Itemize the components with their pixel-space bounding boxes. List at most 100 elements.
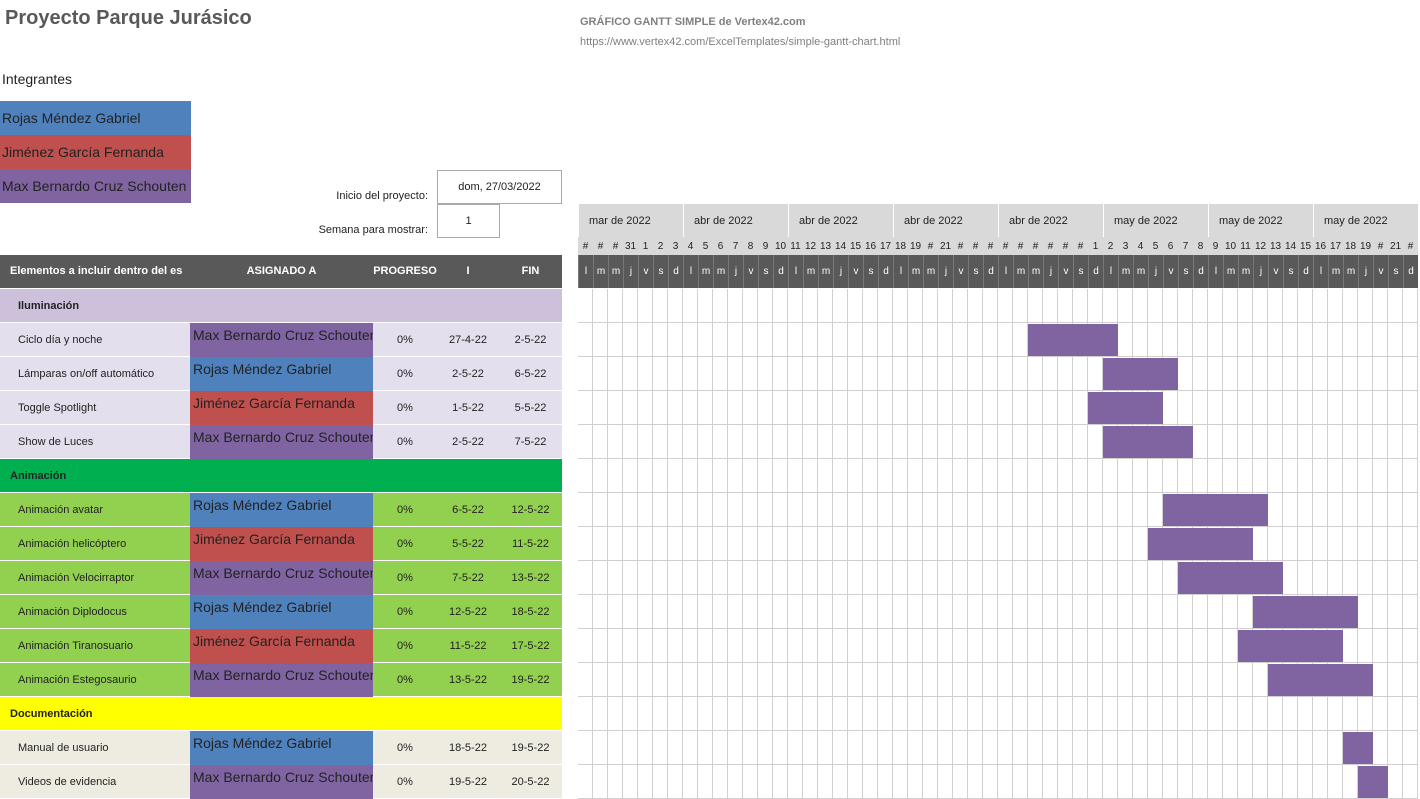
task-progress: 0% bbox=[397, 368, 413, 380]
grid-cell bbox=[1163, 391, 1178, 425]
grid-cell bbox=[1253, 289, 1268, 323]
grid-cell bbox=[788, 697, 803, 731]
grid-cell bbox=[638, 595, 653, 629]
grid-cell bbox=[938, 697, 953, 731]
grid-cell bbox=[608, 561, 623, 595]
grid-cell bbox=[758, 731, 773, 765]
day-number: 18 bbox=[1343, 237, 1358, 255]
grid-cell bbox=[728, 357, 743, 391]
grid-cell bbox=[1343, 425, 1358, 459]
task-start: 2-5-22 bbox=[452, 368, 484, 380]
grid-cell bbox=[968, 663, 983, 697]
gantt-bar bbox=[1268, 664, 1373, 696]
weekday: m bbox=[593, 255, 608, 288]
weekday: v bbox=[1268, 255, 1283, 288]
grid-cell bbox=[968, 323, 983, 357]
template-url[interactable]: https://www.vertex42.com/ExcelTemplates/… bbox=[580, 36, 901, 48]
grid-cell bbox=[938, 629, 953, 663]
grid-cell bbox=[953, 323, 968, 357]
weekday: m bbox=[1028, 255, 1043, 288]
grid-cell bbox=[683, 561, 698, 595]
day-number: # bbox=[953, 237, 968, 255]
grid-cell bbox=[653, 391, 668, 425]
grid-cell bbox=[1028, 425, 1043, 459]
grid-cell bbox=[1193, 391, 1208, 425]
day-number: 14 bbox=[1283, 237, 1298, 255]
grid-cell bbox=[878, 663, 893, 697]
grid-cell bbox=[1148, 731, 1163, 765]
gantt-bar bbox=[1238, 630, 1343, 662]
grid-cell bbox=[818, 459, 833, 493]
day-number: 5 bbox=[698, 237, 713, 255]
grid-cell bbox=[1178, 731, 1193, 765]
grid-cell bbox=[893, 357, 908, 391]
grid-cell bbox=[1088, 697, 1103, 731]
weekday: j bbox=[623, 255, 638, 288]
grid-cell bbox=[803, 765, 818, 799]
week-value[interactable]: 1 bbox=[437, 204, 500, 238]
grid-cell bbox=[893, 289, 908, 323]
day-number: 17 bbox=[878, 237, 893, 255]
grid-cell bbox=[848, 323, 863, 357]
grid-cell bbox=[668, 663, 683, 697]
column-header: Elementos a incluir dentro del es bbox=[10, 265, 183, 277]
grid-cell bbox=[1088, 561, 1103, 595]
grid-cell bbox=[1358, 629, 1373, 663]
grid-cell bbox=[758, 289, 773, 323]
day-number: # bbox=[1058, 237, 1073, 255]
grid-cell bbox=[1013, 527, 1028, 561]
weekday: s bbox=[758, 255, 773, 288]
grid-cell bbox=[728, 425, 743, 459]
grid-cell bbox=[1178, 629, 1193, 663]
grid-cell bbox=[818, 595, 833, 629]
grid-cell bbox=[818, 425, 833, 459]
week-header: abr de 2022 bbox=[998, 204, 1103, 237]
grid-cell bbox=[953, 629, 968, 663]
grid-cell bbox=[1163, 459, 1178, 493]
grid-cell bbox=[1148, 663, 1163, 697]
weekday: v bbox=[848, 255, 863, 288]
grid-cell bbox=[623, 289, 638, 323]
task-start: 2-5-22 bbox=[452, 436, 484, 448]
grid-cell bbox=[968, 357, 983, 391]
grid-cell bbox=[878, 697, 893, 731]
weekday: j bbox=[728, 255, 743, 288]
grid-cell bbox=[683, 663, 698, 697]
grid-cell bbox=[1178, 663, 1193, 697]
task-end: 12-5-22 bbox=[511, 504, 550, 516]
grid-cell bbox=[1253, 391, 1268, 425]
grid-cell bbox=[893, 765, 908, 799]
grid-cell bbox=[1043, 595, 1058, 629]
grid-cell bbox=[863, 527, 878, 561]
grid-cell bbox=[668, 731, 683, 765]
grid-cell bbox=[1163, 731, 1178, 765]
grid-cell bbox=[1358, 561, 1373, 595]
task-end: 20-5-22 bbox=[511, 776, 550, 788]
grid-cell bbox=[803, 323, 818, 357]
grid-cell bbox=[1178, 595, 1193, 629]
grid-cell bbox=[833, 493, 848, 527]
grid-cell bbox=[1298, 731, 1313, 765]
weekday: j bbox=[938, 255, 953, 288]
task-assigned: Rojas Méndez Gabriel bbox=[190, 595, 373, 629]
grid-cell bbox=[818, 391, 833, 425]
grid-cell bbox=[1208, 459, 1223, 493]
weekday: j bbox=[1253, 255, 1268, 288]
grid-cell bbox=[638, 731, 653, 765]
grid-cell bbox=[983, 391, 998, 425]
weekday: s bbox=[1283, 255, 1298, 288]
grid-cell bbox=[863, 663, 878, 697]
grid-cell bbox=[1328, 459, 1343, 493]
grid-cell bbox=[1028, 493, 1043, 527]
grid-cell bbox=[773, 697, 788, 731]
grid-cell bbox=[1163, 595, 1178, 629]
grid-cell bbox=[698, 561, 713, 595]
grid-cell bbox=[1163, 561, 1178, 595]
grid-cell bbox=[1043, 357, 1058, 391]
grid-cell bbox=[1313, 731, 1328, 765]
grid-cell bbox=[623, 697, 638, 731]
grid-cell bbox=[1238, 459, 1253, 493]
grid-cell bbox=[1103, 765, 1118, 799]
grid-cell bbox=[713, 323, 728, 357]
grid-cell bbox=[1208, 323, 1223, 357]
